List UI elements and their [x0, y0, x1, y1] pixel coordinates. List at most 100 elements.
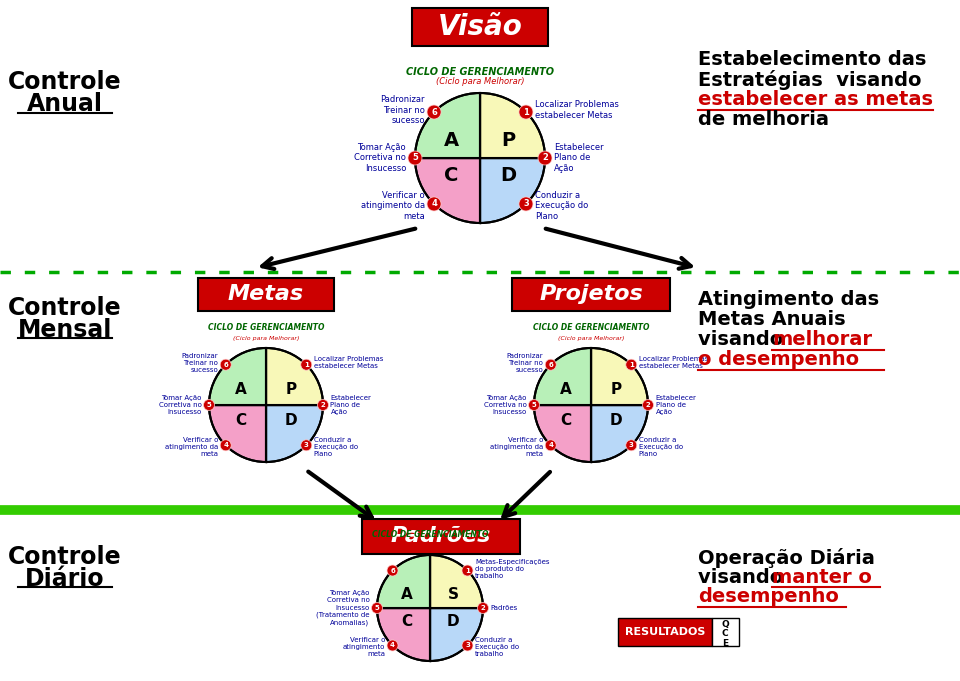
Text: 4: 4 [431, 200, 437, 208]
Text: Tomar Ação
Corretiva no
Insucesso: Tomar Ação Corretiva no Insucesso [484, 395, 526, 415]
Text: Conduzir a
Execução do
Plano: Conduzir a Execução do Plano [535, 191, 588, 221]
Wedge shape [209, 348, 266, 405]
Text: 2: 2 [321, 402, 325, 408]
FancyBboxPatch shape [198, 278, 334, 311]
Circle shape [427, 105, 441, 119]
Text: Localizar Problemas
estabelecer Metas: Localizar Problemas estabelecer Metas [638, 356, 708, 369]
Text: Estratégias  visando: Estratégias visando [698, 70, 922, 90]
Circle shape [642, 400, 654, 411]
Text: 6: 6 [548, 362, 553, 368]
Text: Controle: Controle [9, 70, 122, 94]
Circle shape [220, 359, 231, 370]
Text: Verificar o
atingimento da
meta: Verificar o atingimento da meta [165, 437, 218, 458]
Text: 3: 3 [304, 442, 309, 448]
Text: P: P [611, 383, 622, 398]
Wedge shape [534, 348, 591, 405]
Text: 1: 1 [629, 362, 634, 368]
Wedge shape [430, 608, 483, 661]
Wedge shape [591, 348, 648, 405]
Circle shape [462, 565, 473, 576]
Text: visando: visando [698, 330, 790, 349]
Text: 1: 1 [465, 567, 469, 573]
Text: Atingimento das: Atingimento das [698, 290, 879, 309]
Text: (Ciclo para Melhorar): (Ciclo para Melhorar) [232, 336, 300, 341]
Text: C: C [444, 165, 459, 185]
Text: melhorar: melhorar [772, 330, 872, 349]
Text: CICLO DE GERENCIAMENTO: CICLO DE GERENCIAMENTO [406, 67, 554, 77]
Text: Anual: Anual [27, 92, 103, 116]
Text: Estabelecer
Plano de
Ação: Estabelecer Plano de Ação [656, 395, 696, 415]
Text: 3: 3 [629, 442, 634, 448]
Text: Metas: Metas [228, 284, 304, 304]
Text: RESULTADOS: RESULTADOS [625, 627, 706, 637]
Circle shape [427, 197, 441, 211]
Wedge shape [415, 93, 480, 158]
Text: Padronizar
Treinar no
sucesso: Padronizar Treinar no sucesso [181, 353, 218, 373]
Text: 6: 6 [431, 108, 437, 116]
Wedge shape [377, 608, 430, 661]
Wedge shape [266, 348, 323, 405]
Text: 5: 5 [412, 153, 418, 163]
Text: Metas-Especificações
do produto do
trabalho: Metas-Especificações do produto do traba… [475, 558, 549, 579]
Text: D: D [610, 413, 622, 428]
Wedge shape [377, 555, 430, 608]
Text: Verificar o
atingimento
meta: Verificar o atingimento meta [343, 637, 385, 657]
Circle shape [372, 603, 382, 614]
Text: Q: Q [721, 620, 729, 629]
Circle shape [387, 640, 398, 651]
Text: CICLO DE GERENCIAMENTO: CICLO DE GERENCIAMENTO [533, 323, 649, 332]
Text: 1: 1 [523, 108, 529, 116]
Text: (Ciclo para Melhorar): (Ciclo para Melhorar) [436, 77, 524, 86]
Text: Estabelecer
Plano de
Ação: Estabelecer Plano de Ação [330, 395, 372, 415]
Circle shape [477, 603, 489, 614]
Text: Mensal: Mensal [18, 318, 112, 342]
Text: 4: 4 [548, 442, 553, 448]
Wedge shape [266, 405, 323, 462]
Circle shape [462, 640, 473, 651]
Circle shape [408, 151, 422, 165]
Text: Verificar o
atingimento da
meta: Verificar o atingimento da meta [490, 437, 543, 458]
Circle shape [626, 359, 636, 370]
Circle shape [626, 440, 636, 451]
FancyBboxPatch shape [362, 519, 520, 554]
Text: 6: 6 [224, 362, 228, 368]
Text: Tomar Ação
Corretiva no
Insucesso: Tomar Ação Corretiva no Insucesso [354, 143, 406, 173]
Wedge shape [209, 405, 266, 462]
FancyBboxPatch shape [618, 618, 712, 646]
FancyBboxPatch shape [712, 618, 739, 646]
Text: Tomar Ação
Corretiva no
Insucesso: Tomar Ação Corretiva no Insucesso [158, 395, 202, 415]
Text: CICLO DE GERENCIAMENTO: CICLO DE GERENCIAMENTO [372, 530, 489, 539]
Circle shape [545, 440, 556, 451]
Text: C: C [235, 413, 247, 428]
Text: Tomar Ação
Corretiva no
Insucesso
(Tratamento de
Anomalias): Tomar Ação Corretiva no Insucesso (Trata… [316, 590, 370, 626]
Text: E: E [722, 639, 728, 648]
Text: A: A [560, 383, 572, 398]
Text: Conduzir a
Execução do
trabalho: Conduzir a Execução do trabalho [475, 637, 519, 657]
Text: Localizar Problemas
estabelecer Metas: Localizar Problemas estabelecer Metas [535, 100, 619, 120]
Text: Metas Anuais: Metas Anuais [698, 310, 846, 329]
Circle shape [387, 565, 398, 576]
Text: 3: 3 [523, 200, 529, 208]
Text: visando: visando [698, 568, 790, 587]
Text: desempenho: desempenho [698, 587, 839, 606]
Text: Diário: Diário [25, 567, 105, 591]
Circle shape [529, 400, 540, 411]
Text: 5: 5 [206, 402, 211, 408]
Text: Visão: Visão [438, 13, 522, 41]
Text: 4: 4 [223, 442, 228, 448]
Text: D: D [285, 413, 298, 428]
Text: o desempenho: o desempenho [698, 350, 859, 369]
Circle shape [519, 105, 533, 119]
Text: A: A [235, 383, 247, 398]
Text: P: P [501, 131, 516, 151]
Circle shape [538, 151, 552, 165]
Text: (Ciclo para Melhorar): (Ciclo para Melhorar) [396, 543, 464, 548]
Text: D: D [447, 614, 460, 629]
Wedge shape [480, 158, 545, 223]
Text: CICLO DE GERENCIAMENTO: CICLO DE GERENCIAMENTO [207, 323, 324, 332]
Circle shape [300, 359, 312, 370]
Wedge shape [415, 158, 480, 223]
Text: P: P [285, 383, 297, 398]
Text: Estabelecer
Plano de
Ação: Estabelecer Plano de Ação [554, 143, 604, 173]
Text: Padronizar
Treinar no
sucesso: Padronizar Treinar no sucesso [507, 353, 543, 373]
